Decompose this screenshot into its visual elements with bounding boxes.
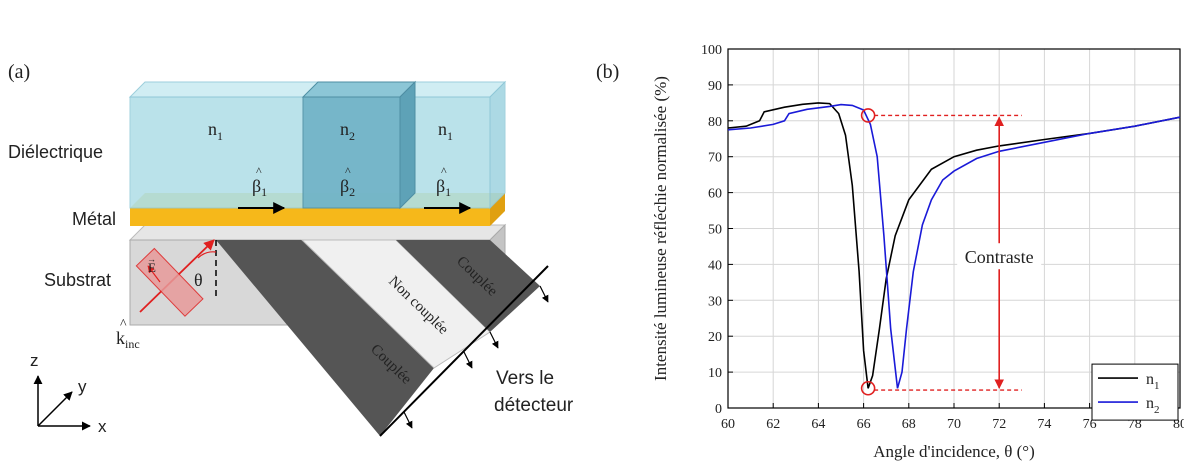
out-arrow-3 <box>489 331 499 349</box>
x-axis-title: Angle d'incidence, θ (°) <box>873 442 1035 461</box>
beta-2: ^ β2 <box>340 164 355 199</box>
n1-right-label: n1 <box>438 119 453 143</box>
beam-coupled-1 <box>216 240 434 436</box>
x-tick-label: 68 <box>902 417 916 432</box>
n1-left-label: n1 <box>208 119 223 143</box>
contrast-label: Contraste <box>965 247 1034 267</box>
svg-text:β2: β2 <box>340 176 355 199</box>
y-axis-title: Intensité lumineuse réfléchie normalisée… <box>651 76 670 381</box>
x-tick-label: 62 <box>766 417 780 432</box>
legend-entry: n2 <box>1146 395 1160 416</box>
legend-entry: n1 <box>1146 371 1160 392</box>
y-tick-label: 70 <box>708 151 722 166</box>
n2-block <box>301 80 417 210</box>
k-inc-hat: ^ <box>120 317 127 332</box>
y-tick-label: 60 <box>708 187 722 202</box>
detector-label-line1: Vers le <box>496 368 554 389</box>
axes-triad: z y x <box>30 351 107 436</box>
y-tick-label: 40 <box>708 258 722 273</box>
substrate-label: Substrat <box>44 270 111 290</box>
beam-coupled-2 <box>396 240 540 332</box>
marker-circle <box>860 380 876 396</box>
out-arrow-1 <box>403 411 413 429</box>
series-line-n1 <box>727 102 1181 389</box>
y-tick-label: 0 <box>715 402 722 417</box>
svg-text:β1: β1 <box>252 176 267 199</box>
y-tick-label: 30 <box>708 294 722 309</box>
legend-box <box>1091 363 1179 421</box>
incident-beam: E → θ ^ kinc <box>116 239 217 351</box>
svg-text:^: ^ <box>345 164 351 178</box>
y-tick-label: 50 <box>708 223 722 238</box>
panel-b-label: (b) <box>596 61 619 83</box>
beta-1-right: ^ β1 <box>424 164 472 214</box>
panel-b: (b) 60 62 64 66 68 70 72 74 76 78 80 0 10 20 30 40 50 60 7… <box>596 43 1184 461</box>
x-tick-label: 74 <box>1037 417 1051 432</box>
svg-text:^: ^ <box>256 164 262 178</box>
z-axis-label: z <box>30 351 39 370</box>
detector-label-line2: détecteur <box>494 395 574 416</box>
series-line-n2 <box>727 103 1181 389</box>
n2-label: n2 <box>340 119 355 143</box>
x-tick-label: 64 <box>811 417 825 432</box>
x-tick-label: 78 <box>1128 417 1142 432</box>
x-tick-label: 70 <box>947 417 961 432</box>
x-tick-label: 76 <box>1083 417 1097 432</box>
panel-a: (a) Diélectrique Métal Substrat <box>8 61 574 437</box>
y-tick-label: 20 <box>708 330 722 345</box>
panel-a-label: (a) <box>8 61 30 83</box>
e-field-label: E <box>148 260 156 275</box>
y-tick-label: 100 <box>701 43 722 58</box>
x-tick-label: 60 <box>721 417 735 432</box>
x-axis-label: x <box>98 417 107 436</box>
theta-label: θ <box>194 270 203 290</box>
y-axis-label: y <box>78 377 87 396</box>
out-arrow-2 <box>463 351 473 369</box>
contrast-label-bg <box>957 243 1042 270</box>
x-tick-label: 80 <box>1173 417 1184 432</box>
out-arrow-4 <box>539 285 549 303</box>
beta-1-left: ^ β1 <box>238 164 286 214</box>
metal-label: Métal <box>72 209 116 229</box>
dielectric-label: Diélectrique <box>8 142 103 162</box>
e-field-arrow: → <box>147 254 156 264</box>
y-tick-label: 10 <box>708 366 722 381</box>
x-tick-label: 66 <box>857 417 871 432</box>
svg-text:^: ^ <box>441 164 447 178</box>
y-tick-label: 90 <box>708 79 722 94</box>
x-tick-label: 72 <box>992 417 1006 432</box>
detector-plane <box>379 265 549 437</box>
reflectivity-chart: 60 62 64 66 68 70 72 74 76 78 80 0 10 20 30 40 50 60 70 80 9… <box>651 43 1184 461</box>
svg-text:β1: β1 <box>436 176 451 199</box>
y-tick-label: 80 <box>708 115 722 130</box>
k-inc-label: kinc <box>116 328 140 351</box>
